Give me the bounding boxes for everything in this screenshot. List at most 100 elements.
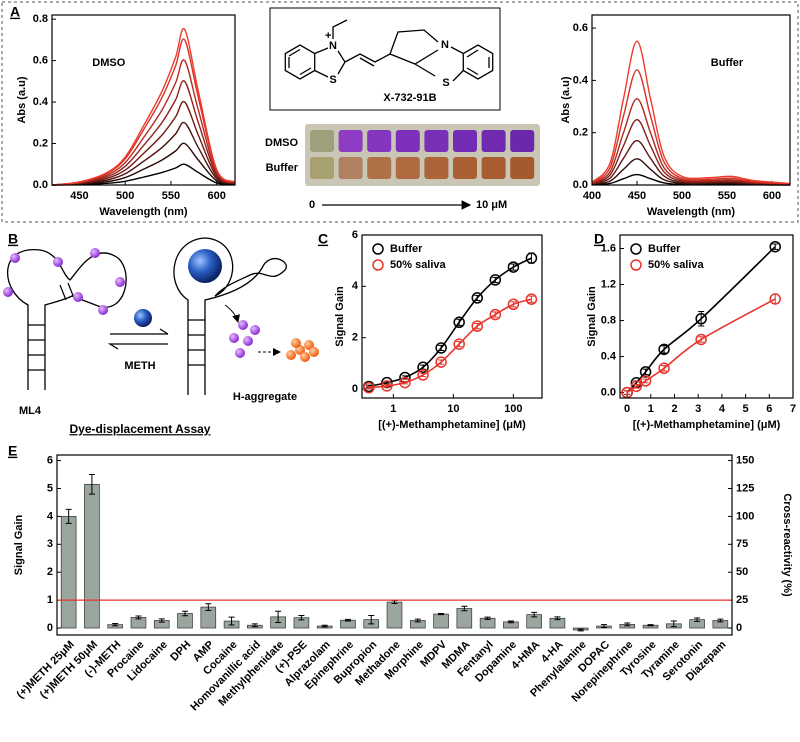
x-tick-label: 3: [695, 403, 701, 415]
error-bar: [205, 603, 212, 611]
data-point: [507, 298, 520, 311]
error-bar: [365, 385, 372, 390]
error-bar: [661, 345, 668, 354]
target-label: METH: [124, 360, 155, 372]
y-tick-label: 0: [47, 622, 53, 634]
aptamer-label: ML4: [19, 405, 42, 417]
row-label: Buffer: [266, 162, 299, 174]
error-bar: [456, 318, 463, 326]
atom: S: [442, 77, 449, 89]
error-bar: [474, 294, 481, 301]
y-axis-label: Signal Gain: [334, 286, 346, 347]
error-bar: [661, 365, 668, 372]
error-bar: [642, 368, 649, 376]
x-tick-label: 100: [504, 403, 522, 415]
error-bar: [438, 344, 445, 352]
atom: S: [329, 74, 336, 86]
error-bar: [158, 618, 165, 623]
error-bar: [474, 323, 481, 330]
y2-tick-label: 0: [736, 622, 742, 634]
panel-a-border: [1, 1, 799, 223]
data-point: [507, 261, 520, 273]
error-bar: [461, 605, 468, 612]
panel-label: C: [318, 231, 328, 247]
y-tick-label: 1.6: [601, 242, 616, 254]
y-tick-label: 1.2: [601, 278, 616, 290]
y-tick-label: 0.6: [573, 22, 588, 34]
y-tick-label: 0.2: [33, 137, 48, 149]
y-tick-label: 0.4: [601, 350, 617, 362]
data-point: [453, 338, 465, 350]
error-bar: [698, 336, 705, 343]
y2-tick-label: 75: [736, 538, 748, 550]
data-point: [489, 274, 502, 286]
y2-tick-label: 25: [736, 594, 748, 606]
y-tick-label: 0.4: [33, 96, 49, 108]
range-end: 10 μM: [476, 199, 507, 211]
error-bar: [772, 243, 779, 250]
plot-frame: [361, 234, 543, 399]
plot-frame: [51, 14, 236, 186]
panel-label: A: [10, 4, 20, 20]
y-tick-label: 0.8: [601, 314, 616, 326]
data-point: [471, 292, 483, 304]
x-axis-label: [(+)-Methamphetamine] (μM): [633, 419, 781, 431]
data-point: [363, 381, 375, 394]
well: [510, 157, 535, 179]
spectrum-line: [51, 59, 236, 186]
error-bar: [438, 359, 445, 365]
spectrum-line: [591, 69, 791, 185]
well: [481, 130, 506, 152]
data-point: [630, 380, 643, 393]
spectrum-line: [51, 27, 236, 186]
data-point: [435, 342, 447, 354]
error-bar: [531, 611, 538, 618]
error-bar: [228, 616, 235, 626]
y-axis-label: Abs (a.u): [16, 76, 28, 123]
x-axis-label: Wavelength (nm): [99, 206, 188, 218]
error-bar: [438, 613, 445, 616]
data-point: [658, 362, 670, 375]
spectrum-line: [51, 100, 236, 186]
y-axis-label: Signal Gain: [13, 514, 25, 575]
well: [481, 157, 506, 179]
range-start: 0: [309, 199, 315, 211]
fit-line: [368, 298, 532, 389]
bar: [433, 613, 449, 629]
spectrum-line: [591, 118, 791, 185]
data-point: [658, 343, 670, 356]
x-axis-label: [(+)-Methamphetamine] (μM): [378, 419, 526, 431]
error-bar: [251, 623, 258, 628]
error-bar: [642, 378, 649, 384]
y-tick-label: 0.0: [601, 387, 616, 399]
well: [338, 157, 363, 179]
data-point: [769, 240, 781, 253]
data-point: [381, 380, 393, 392]
y-tick-label: 2: [47, 566, 53, 578]
error-bar: [717, 618, 724, 623]
spectrum-line: [51, 163, 236, 186]
error-bar: [344, 618, 351, 622]
y-tick-label: 1: [47, 594, 53, 606]
legend-label: 50% saliva: [648, 259, 705, 271]
error-bar: [420, 372, 427, 377]
x-tick-label: 7: [790, 403, 796, 415]
spectrum-line: [51, 121, 236, 186]
x-tick-label: 600: [763, 190, 781, 202]
error-bar: [554, 616, 561, 621]
well-plate: [305, 124, 540, 186]
well: [395, 130, 420, 152]
bar: [84, 483, 100, 629]
panel-label: E: [8, 443, 17, 459]
plot-frame: [591, 14, 791, 186]
y-tick-label: 0.8: [33, 13, 48, 25]
error-bar: [135, 615, 142, 620]
plot-frame: [619, 234, 794, 399]
well: [367, 130, 392, 152]
error-bar: [414, 618, 421, 623]
wells: [310, 130, 535, 179]
error-bar: [492, 311, 499, 318]
data-point: [695, 313, 707, 325]
spectrum-line: [591, 97, 791, 185]
